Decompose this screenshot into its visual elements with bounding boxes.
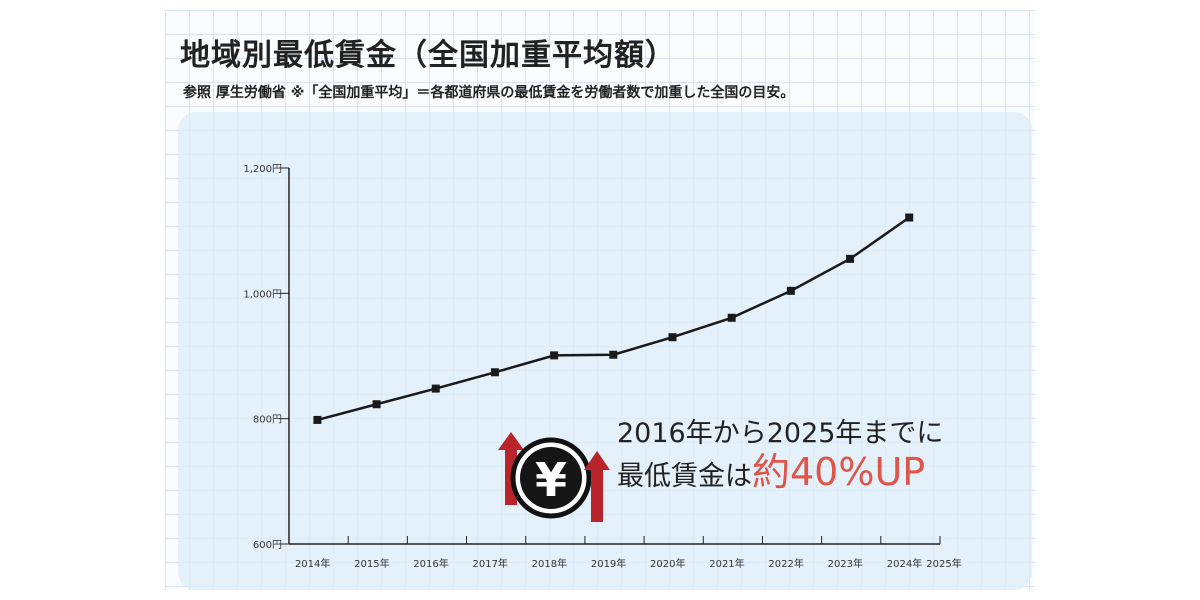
y-tick-label: 600円 — [253, 540, 282, 551]
chart-panel — [178, 112, 1032, 590]
x-tick-label: 2022年 — [768, 557, 803, 570]
up-arrow-icon — [584, 451, 610, 522]
x-tick-label: 2016年 — [413, 557, 448, 570]
up-arrow-icon — [498, 432, 524, 505]
annotation-line1: 2016年から2025年までに — [617, 418, 943, 449]
x-tick-label: 2014年 — [295, 557, 330, 570]
data-point — [846, 254, 855, 263]
y-tick-label: 1,200円 — [243, 164, 282, 175]
x-tick-label: 2018年 — [532, 557, 567, 570]
data-point — [727, 313, 736, 322]
yen-coin-icon — [520, 447, 582, 509]
y-tick-label: 1,000円 — [243, 289, 282, 300]
x-tick-label: 2020年 — [650, 557, 685, 570]
x-tick-label: 2023年 — [828, 557, 863, 570]
chart-subtitle: 参照 厚生労働省 ※「全国加重平均」＝各都道府県の最低賃金を労働者数で加重した全… — [183, 85, 795, 101]
annotation-prefix: 最低賃金は — [617, 461, 752, 492]
data-point — [490, 368, 499, 377]
data-point — [372, 400, 381, 409]
chart-title: 地域別最低賃金（全国加重平均額） — [180, 38, 676, 73]
grid-paper-background — [165, 10, 1035, 590]
data-point — [609, 350, 618, 359]
data-point — [431, 384, 440, 393]
x-tick-label: 2017年 — [472, 557, 507, 570]
yen-symbol-icon: ¥ — [535, 453, 567, 507]
data-point — [550, 351, 559, 360]
y-tick-label: 800円 — [253, 415, 282, 426]
data-point — [905, 213, 914, 222]
x-tick-label: 2024年 — [887, 557, 922, 570]
x-tick-label: 2015年 — [354, 557, 389, 570]
series-line — [317, 216, 910, 422]
x-tick-label: 2025年 — [926, 557, 961, 570]
x-tick-label: 2021年 — [709, 557, 744, 570]
data-point — [668, 333, 677, 342]
annotation-line2: 最低賃金は約40%UP — [617, 450, 925, 494]
data-point — [313, 415, 322, 424]
data-point — [786, 286, 795, 295]
x-tick-label: 2019年 — [591, 557, 626, 570]
annotation-highlight: 約40%UP — [752, 450, 925, 494]
